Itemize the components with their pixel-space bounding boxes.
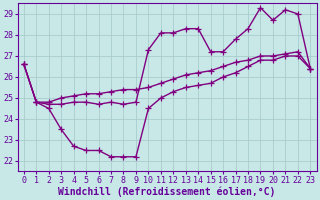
X-axis label: Windchill (Refroidissement éolien,°C): Windchill (Refroidissement éolien,°C) [58, 186, 276, 197]
